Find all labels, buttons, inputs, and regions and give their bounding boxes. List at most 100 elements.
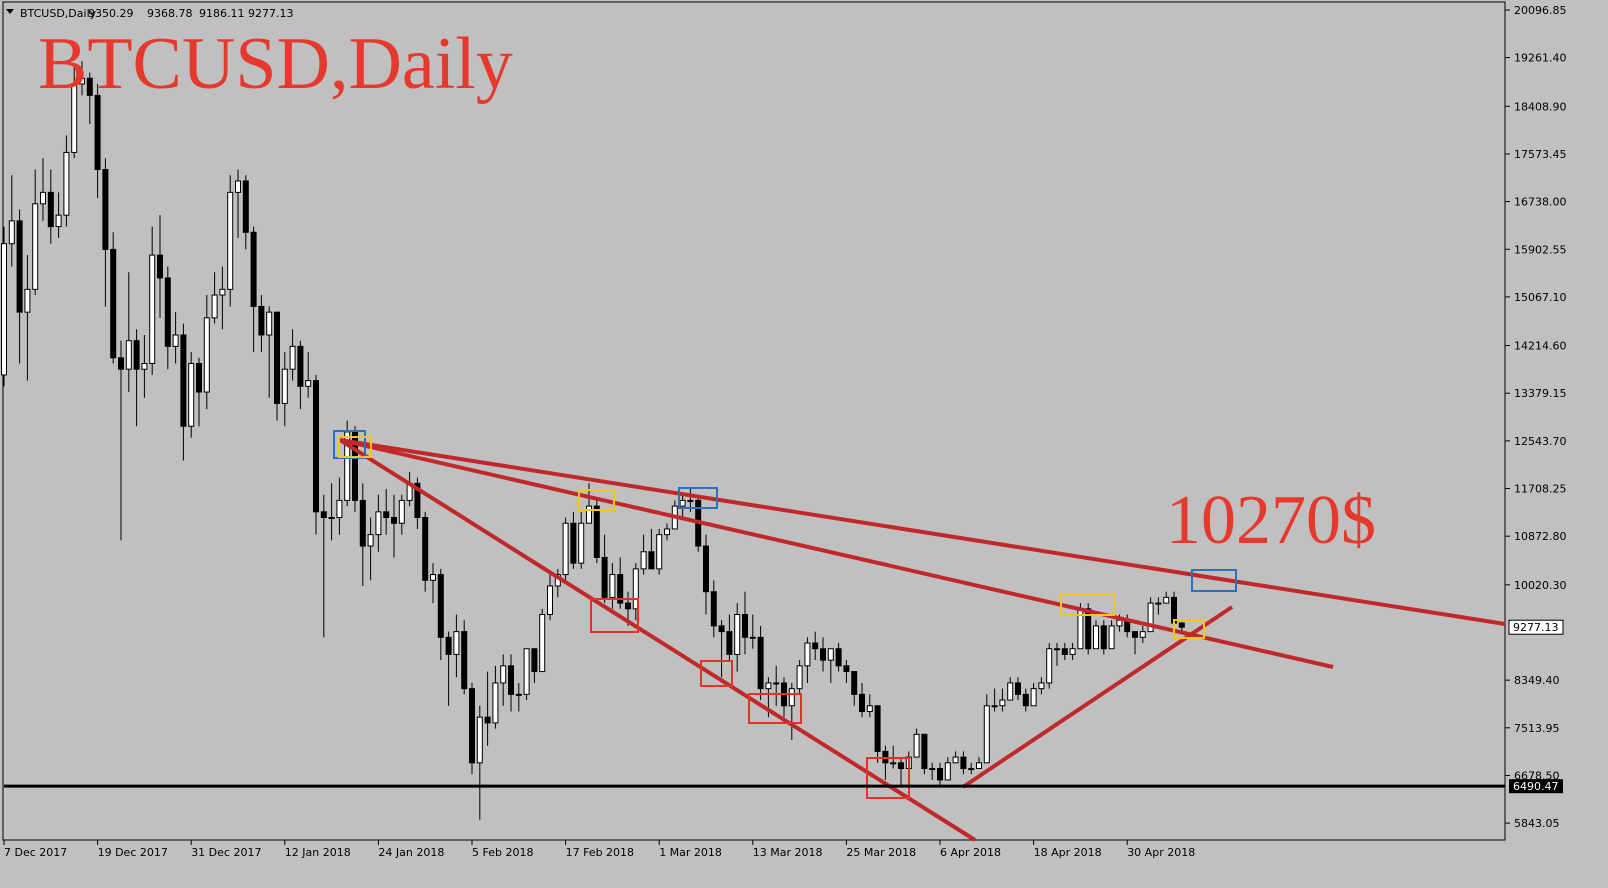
y-tick-label: 13379.15 — [1514, 387, 1567, 400]
candle-body — [180, 334, 187, 427]
candle-body — [157, 254, 163, 279]
candle-body — [313, 380, 319, 513]
candle-body — [94, 94, 101, 171]
candle-body — [515, 693, 522, 696]
candle-body — [999, 699, 1006, 707]
candle-body — [47, 191, 54, 228]
header-close: 9277.13 — [248, 7, 294, 20]
candle-body — [1061, 648, 1068, 655]
candle-body — [601, 556, 608, 598]
candle-body — [149, 254, 156, 364]
candle-body — [796, 665, 803, 690]
x-tick-label: 13 Mar 2018 — [753, 846, 823, 859]
candle-body — [1147, 602, 1154, 633]
y-tick-label: 5843.05 — [1514, 817, 1560, 830]
candle-body — [383, 511, 390, 519]
header-open: 9350.29 — [88, 7, 134, 20]
trend-line — [339, 438, 1334, 669]
x-tick-label: 7 Dec 2017 — [4, 846, 67, 859]
x-tick-label: 18 Apr 2018 — [1034, 846, 1102, 859]
y-tick-label: 17573.45 — [1514, 148, 1567, 161]
candle-body — [788, 688, 795, 707]
candle-body — [983, 705, 990, 764]
candle-body — [1007, 682, 1014, 701]
y-tick-label: 19261.40 — [1514, 52, 1567, 65]
candle-body — [398, 499, 405, 524]
candle-body — [320, 511, 327, 519]
candle-body — [1108, 625, 1115, 650]
candle-body — [679, 499, 686, 507]
box — [678, 487, 718, 509]
menu-arrow[interactable] — [6, 9, 14, 14]
candle-body — [812, 642, 819, 650]
candle-body — [55, 214, 62, 228]
candle-body — [1139, 631, 1146, 638]
annotation: 10270$ — [1166, 482, 1376, 559]
candle-body — [1054, 648, 1060, 651]
candle-body — [445, 636, 452, 655]
candle-body — [539, 613, 546, 673]
candle-body — [1022, 693, 1029, 707]
candle-body — [266, 311, 273, 336]
candle-body — [110, 248, 117, 359]
level-label: 6490.47 — [1513, 780, 1559, 793]
x-tick-label: 24 Jan 2018 — [378, 846, 444, 859]
candle-body — [1116, 619, 1123, 627]
candle-body — [531, 648, 538, 673]
highlight-boxes — [333, 430, 1237, 799]
candle-body — [921, 733, 928, 770]
trend-line — [339, 438, 1506, 626]
candle-body — [437, 574, 444, 638]
candle-body — [281, 368, 288, 404]
price-label-box — [1508, 619, 1564, 635]
candle-body — [827, 648, 834, 661]
drawings — [338, 438, 1506, 842]
header-symbol: BTCUSD,Daily — [20, 7, 97, 20]
candle-body — [258, 305, 265, 336]
box — [1060, 593, 1115, 616]
price-label: 9277.13 — [1513, 621, 1559, 634]
candle-body — [336, 499, 343, 519]
candle-body — [804, 642, 811, 667]
x-tick-label: 19 Dec 2017 — [98, 846, 168, 859]
candle-body — [484, 716, 491, 724]
candle-body — [929, 768, 936, 771]
candle-body — [305, 380, 312, 387]
candle-body — [297, 345, 304, 387]
candle-body — [710, 591, 717, 627]
candle-body — [890, 762, 897, 765]
candle-body — [757, 636, 764, 690]
candle-body — [375, 511, 382, 536]
candle-body — [391, 517, 397, 524]
candle-body — [968, 768, 975, 771]
candle-body — [820, 648, 826, 661]
y-tick-label: 10872.80 — [1514, 530, 1567, 543]
candle-body — [1015, 682, 1021, 695]
candle-body — [1069, 648, 1076, 655]
candle-body — [125, 340, 132, 370]
y-tick-label: 8349.40 — [1514, 674, 1560, 687]
candle-body — [866, 705, 873, 712]
candle-body — [617, 574, 624, 604]
candle-body — [422, 517, 429, 581]
plot-frame — [2, 1, 1506, 841]
candle-body — [843, 665, 850, 673]
candle-body — [274, 311, 280, 404]
candle-body — [188, 362, 195, 427]
y-tick-label: 20096.85 — [1514, 4, 1567, 17]
x-tick-label: 30 Apr 2018 — [1127, 846, 1195, 859]
candle-body — [773, 682, 780, 685]
candle-body — [32, 203, 39, 290]
level-label-box — [1509, 779, 1563, 794]
candle-body — [703, 545, 709, 593]
x-tick-label: 12 Jan 2018 — [285, 846, 351, 859]
y-tick-label: 18408.90 — [1514, 100, 1567, 113]
x-tick-label: 6 Apr 2018 — [940, 846, 1001, 859]
candle-body — [40, 191, 46, 205]
candle-body — [133, 340, 140, 370]
candle-body — [414, 482, 421, 519]
y-tick-label: 15067.10 — [1514, 291, 1567, 304]
y-tick-label: 10020.30 — [1514, 579, 1567, 592]
candle-body — [118, 357, 124, 370]
candle-body — [79, 77, 85, 85]
